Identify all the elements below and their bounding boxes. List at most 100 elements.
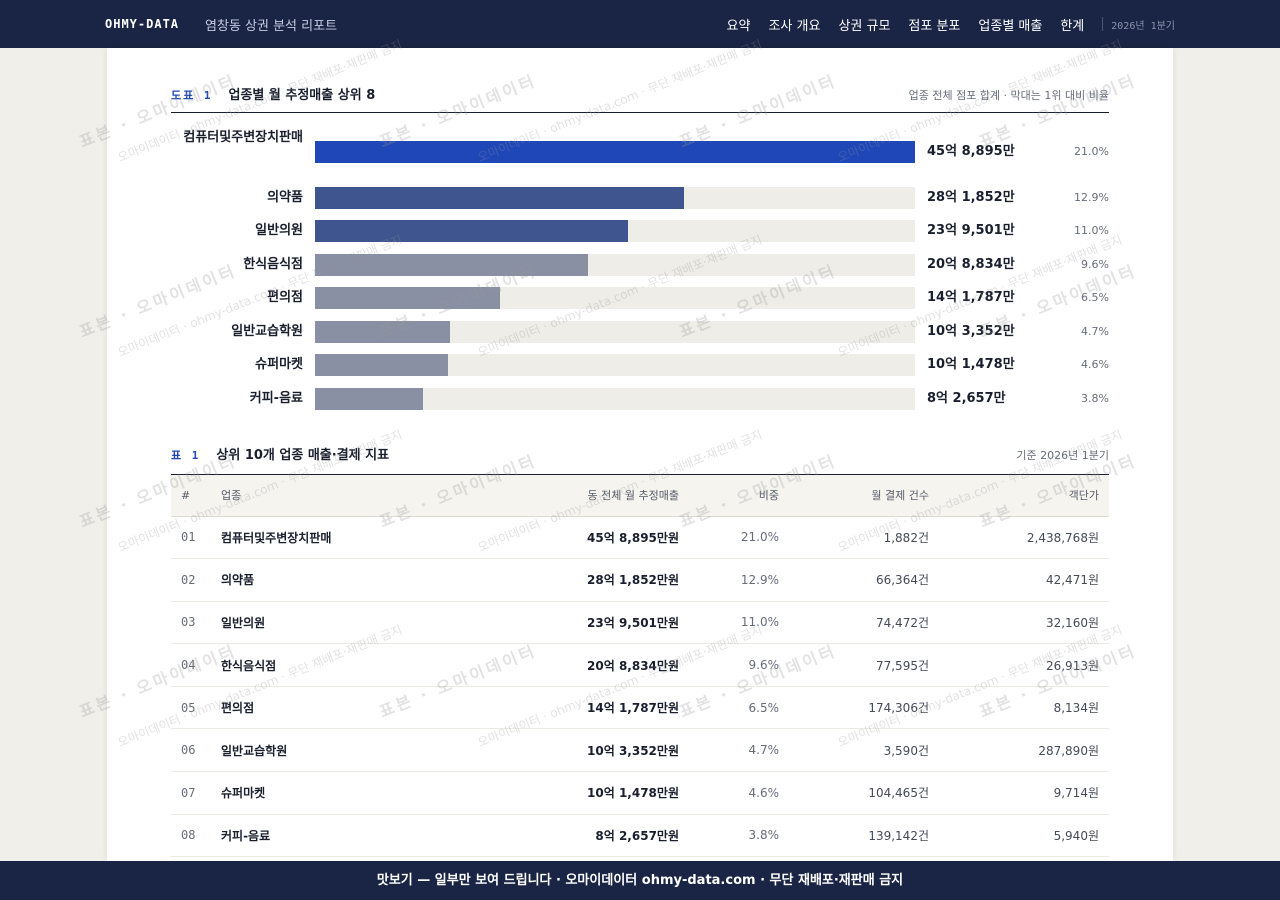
table-row[interactable]: 01 컴퓨터및주변장치판매 45억 8,895만원 21.0% 1,882건 2,438,… (171, 516, 1109, 560)
bar-row: 편의점 14억 1,787만 6.5% (107, 287, 1173, 311)
bar-track (315, 354, 915, 376)
industry-cell: 일반의원 (211, 601, 459, 645)
rank-cell: 04 (171, 643, 211, 687)
table-row[interactable]: 08 커피-음료 8억 2,657만원 3.8% 139,142건 5,940원 (171, 814, 1109, 858)
col-industry[interactable]: 업종 (211, 475, 459, 517)
bar-value-label: 10억 1,478만 (927, 357, 1015, 372)
col-share[interactable]: 비중 (689, 475, 789, 517)
table-row[interactable]: 07 슈퍼마켓 10억 1,478만원 4.6% 104,465건 9,714원 (171, 771, 1109, 815)
bar-track (315, 321, 915, 343)
payment-count-cell: 66,364건 (789, 558, 939, 602)
bar-share-label: 21.0% (1074, 145, 1109, 158)
bar-share-label: 9.6% (1081, 258, 1109, 271)
table-head-row: # 업종 동 전체 월 추정매출 비중 월 결제 건수 객단가 (171, 475, 1109, 517)
report-title: 염창동 상권 분석 리포트 (205, 18, 338, 34)
avg-price-cell: 9,714원 (939, 771, 1109, 815)
bar-row: 한식음식점 20억 8,834만 9.6% (107, 254, 1173, 278)
share-cell: 21.0% (689, 516, 789, 560)
bar-category-label: 일반교습학원 (231, 324, 303, 339)
payment-count-cell: 139,142건 (789, 814, 939, 858)
bar-share-label: 4.7% (1081, 325, 1109, 338)
sales-cell: 45억 8,895만원 (459, 516, 689, 560)
col-rank[interactable]: # (171, 475, 211, 517)
nav-store-distribution[interactable]: 점포 분포 (908, 18, 961, 34)
share-cell: 11.0% (689, 601, 789, 645)
bar[interactable] (315, 388, 424, 410)
bar-category-label: 슈퍼마켓 (255, 357, 303, 372)
table-row[interactable]: 02 의약품 28억 1,852만원 12.9% 66,364건 42,471원 (171, 558, 1109, 602)
share-cell: 9.6% (689, 643, 789, 687)
bar-share-label: 6.5% (1081, 291, 1109, 304)
figure-note: 업종 전체 점포 합계 · 막대는 1위 대비 비율 (908, 89, 1109, 102)
bar-share-label: 3.8% (1081, 392, 1109, 405)
rank-cell: 07 (171, 771, 211, 815)
col-payment-count[interactable]: 월 결제 건수 (789, 475, 939, 517)
metrics-table: # 업종 동 전체 월 추정매출 비중 월 결제 건수 객단가 01 컴퓨터및주변… (171, 475, 1109, 858)
bar-value-label: 10억 3,352만 (927, 324, 1015, 339)
share-cell: 4.6% (689, 771, 789, 815)
top-bar: OHMY-DATA 염창동 상권 분석 리포트 요약 조사 개요 상권 규모 점… (0, 0, 1280, 48)
col-monthly-sales[interactable]: 동 전체 월 추정매출 (459, 475, 689, 517)
period-label: 2026년 1분기 (1111, 20, 1175, 32)
bar-row: 컴퓨터및주변장치판매 45억 8,895만 21.0% (107, 130, 1173, 165)
payment-count-cell: 174,306건 (789, 686, 939, 730)
bar-row: 슈퍼마켓 10억 1,478만 4.6% (107, 354, 1173, 378)
bar-track (315, 388, 915, 410)
rank-cell: 02 (171, 558, 211, 602)
bar-category-label: 일반의원 (255, 223, 303, 238)
bar[interactable] (315, 141, 915, 163)
bar[interactable] (315, 354, 448, 376)
bar[interactable] (315, 220, 629, 242)
bar-value-label: 14억 1,787만 (927, 290, 1015, 305)
table-note: 기준 2026년 1분기 (1016, 449, 1109, 462)
bar-track (315, 287, 915, 309)
col-avg-price[interactable]: 객단가 (939, 475, 1109, 517)
nav-survey-overview[interactable]: 조사 개요 (768, 18, 821, 34)
top-nav: 요약 조사 개요 상권 규모 점포 분포 업종별 매출 한계 2026년 1분기 (709, 15, 1175, 34)
bar[interactable] (315, 187, 684, 209)
table-title: 상위 10개 업종 매출·결제 지표 (216, 448, 390, 463)
bar-category-label: 한식음식점 (243, 257, 303, 272)
payment-count-cell: 1,882건 (789, 516, 939, 560)
rank-cell: 06 (171, 728, 211, 773)
bar[interactable] (315, 254, 589, 276)
brand-logo[interactable]: OHMY-DATA (105, 17, 180, 31)
payment-count-cell: 3,590건 (789, 728, 939, 773)
report-sheet: 도표 1 업종별 월 추정매출 상위 8 업종 전체 점포 합계 · 막대는 1… (107, 48, 1173, 861)
nav-divider (1102, 17, 1104, 31)
bar-category-label: 컴퓨터및주변장치판매 (183, 130, 303, 145)
industry-cell: 컴퓨터및주변장치판매 (211, 516, 459, 560)
table-row[interactable]: 04 한식음식점 20억 8,834만원 9.6% 77,595건 26,913원 (171, 643, 1109, 687)
table-row[interactable]: 06 일반교습학원 10억 3,352만원 4.7% 3,590건 287,890원 (171, 728, 1109, 773)
payment-count-cell: 74,472건 (789, 601, 939, 645)
bar-share-label: 4.6% (1081, 358, 1109, 371)
sales-cell: 8억 2,657만원 (459, 814, 689, 858)
bar-row: 일반의원 23억 9,501만 11.0% (107, 220, 1173, 244)
avg-price-cell: 8,134원 (939, 686, 1109, 730)
bar-track (315, 220, 915, 242)
industry-cell: 슈퍼마켓 (211, 771, 459, 815)
table-row[interactable]: 05 편의점 14억 1,787만원 6.5% 174,306건 8,134원 (171, 686, 1109, 730)
nav-sales-by-industry[interactable]: 업종별 매출 (978, 18, 1043, 34)
bar-value-label: 8억 2,657만 (927, 391, 1006, 406)
bar-track (315, 187, 915, 209)
avg-price-cell: 32,160원 (939, 601, 1109, 645)
bar-row: 커피-음료 8억 2,657만 3.8% (107, 388, 1173, 412)
bar-value-label: 23억 9,501만 (927, 223, 1015, 238)
share-cell: 12.9% (689, 558, 789, 602)
bar[interactable] (315, 321, 451, 343)
bar-share-label: 11.0% (1074, 224, 1109, 237)
industry-cell: 커피-음료 (211, 814, 459, 858)
table-row[interactable]: 03 일반의원 23억 9,501만원 11.0% 74,472건 32,160원 (171, 601, 1109, 645)
sales-cell: 10억 1,478만원 (459, 771, 689, 815)
bar-track (315, 254, 915, 276)
avg-price-cell: 287,890원 (939, 728, 1109, 773)
nav-limitations[interactable]: 한계 (1060, 18, 1085, 34)
bar-category-label: 커피-음료 (249, 391, 303, 406)
nav-summary[interactable]: 요약 (726, 18, 751, 34)
share-cell: 4.7% (689, 728, 789, 773)
industry-cell: 일반교습학원 (211, 728, 459, 773)
share-cell: 6.5% (689, 686, 789, 730)
bar[interactable] (315, 287, 501, 309)
nav-market-size[interactable]: 상권 규모 (838, 18, 891, 34)
